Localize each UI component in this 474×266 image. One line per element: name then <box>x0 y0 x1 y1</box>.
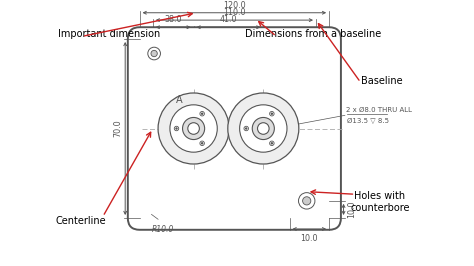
Circle shape <box>246 128 247 129</box>
Circle shape <box>148 47 160 60</box>
Circle shape <box>182 118 205 140</box>
Text: 70.0: 70.0 <box>113 120 122 137</box>
Text: 10.0: 10.0 <box>301 234 318 243</box>
Circle shape <box>228 93 299 164</box>
Circle shape <box>270 111 274 116</box>
Circle shape <box>151 50 157 57</box>
Circle shape <box>188 123 200 134</box>
Circle shape <box>302 197 311 205</box>
Circle shape <box>270 141 274 146</box>
Text: Important dimension: Important dimension <box>58 29 160 39</box>
Circle shape <box>271 113 273 114</box>
Circle shape <box>252 118 274 140</box>
Text: 120.0: 120.0 <box>223 1 246 10</box>
Circle shape <box>244 126 248 131</box>
Circle shape <box>257 123 269 134</box>
Circle shape <box>200 141 204 146</box>
Text: Centerline: Centerline <box>55 215 106 226</box>
Text: Holes with
counterbore: Holes with counterbore <box>350 191 410 213</box>
Circle shape <box>299 193 315 209</box>
Text: A: A <box>176 95 182 105</box>
Text: Dimensions from a baseline: Dimensions from a baseline <box>245 29 381 39</box>
Circle shape <box>240 105 287 152</box>
Text: 38.0: 38.0 <box>164 15 182 24</box>
Text: 10.0: 10.0 <box>346 201 356 218</box>
Text: R10.0: R10.0 <box>152 225 174 234</box>
Circle shape <box>201 143 203 144</box>
Circle shape <box>158 93 229 164</box>
Circle shape <box>200 111 204 116</box>
Text: Ø13.5 ▽ 8.5: Ø13.5 ▽ 8.5 <box>347 118 390 124</box>
FancyBboxPatch shape <box>128 27 341 230</box>
Text: 41.0: 41.0 <box>220 15 237 24</box>
Circle shape <box>176 128 177 129</box>
Circle shape <box>201 113 203 114</box>
Text: 2 x Ø8.0 THRU ALL: 2 x Ø8.0 THRU ALL <box>346 107 412 113</box>
Text: Baseline: Baseline <box>361 76 402 86</box>
Text: 110.0: 110.0 <box>223 8 246 17</box>
Circle shape <box>170 105 217 152</box>
Circle shape <box>271 143 273 144</box>
Circle shape <box>174 126 179 131</box>
